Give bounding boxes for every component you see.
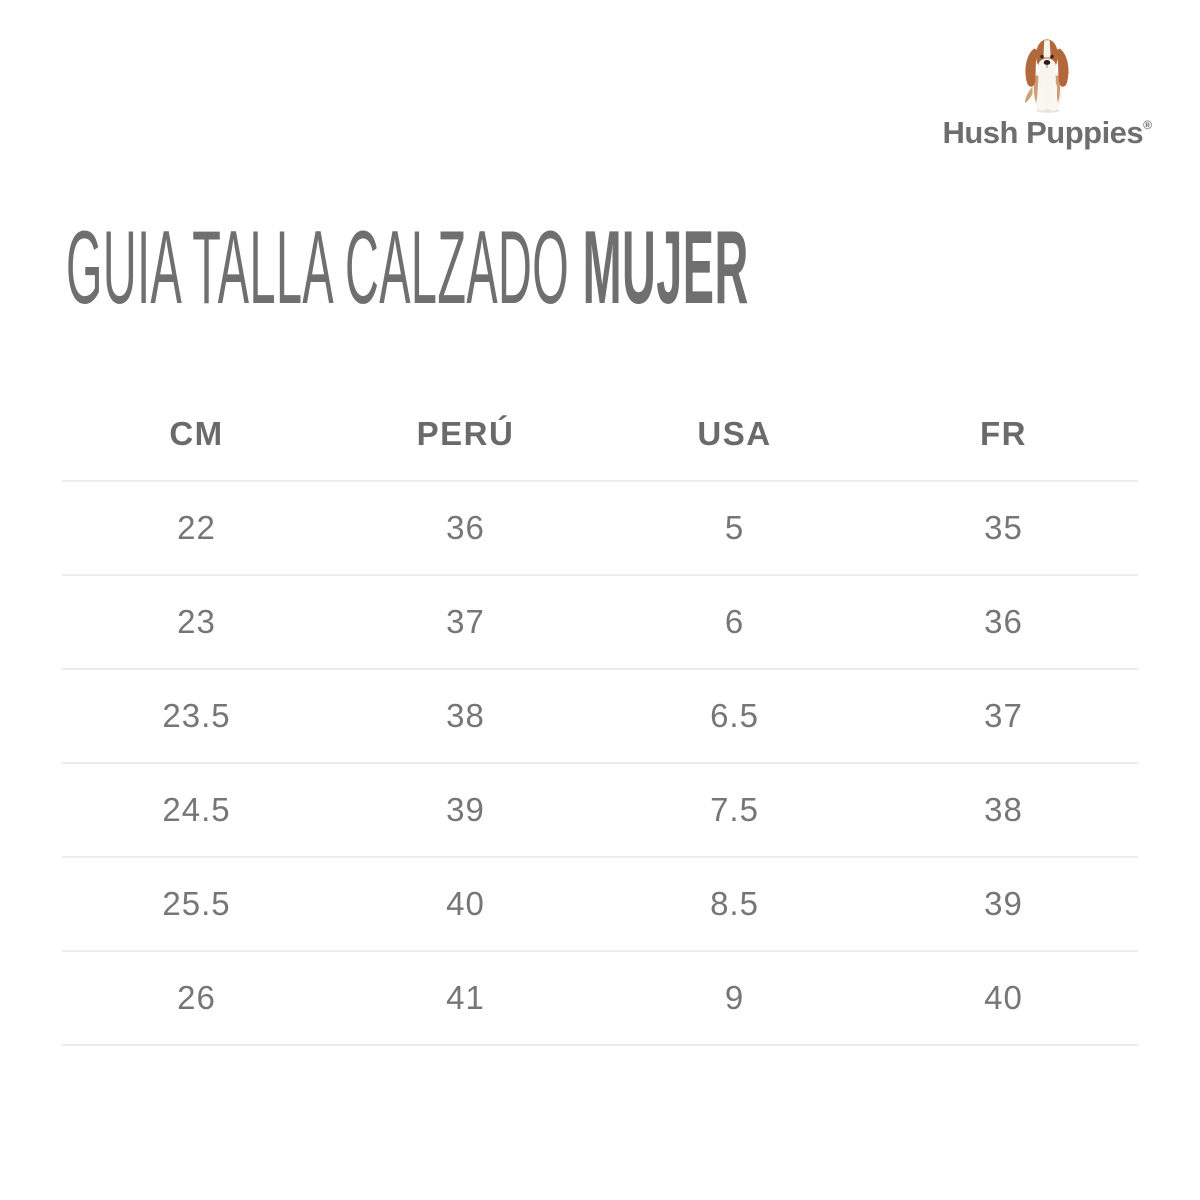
table-cell: 22: [177, 509, 216, 546]
table-cell: 38: [446, 697, 485, 734]
table-cell: 39: [446, 791, 485, 828]
brand-wordmark: Hush Puppies®: [932, 115, 1162, 151]
table-cell: 24.5: [162, 791, 231, 828]
column-header-peru: PERÚ: [416, 415, 515, 452]
table-cell: 6: [724, 603, 745, 640]
table-cell: 36: [984, 603, 1023, 640]
table-cell: 37: [446, 603, 485, 640]
table-cell: 41: [446, 979, 485, 1016]
table-cell: 5: [724, 509, 745, 546]
title-regular: GUIA TALLA CALZADO: [66, 210, 570, 326]
column-header-fr: FR: [980, 415, 1027, 452]
size-table-header-row: CM PERÚ USA FR: [62, 388, 1138, 482]
table-cell: 25.5: [162, 885, 231, 922]
size-table-body: 22 36 5 35 23 37 6 36 23.5 38 6.5 37 24.5 39 7.5 38 25.5…: [62, 482, 1138, 1046]
table-cell: 6.5: [710, 697, 759, 734]
table-cell: 23: [177, 603, 216, 640]
table-cell: 36: [446, 509, 485, 546]
table-cell: 35: [984, 509, 1023, 546]
table-cell: 37: [984, 697, 1023, 734]
table-row: 26 41 9 40: [62, 952, 1138, 1046]
table-cell: 40: [446, 885, 485, 922]
table-cell: 38: [984, 791, 1023, 828]
basset-hound-icon: [1024, 39, 1069, 113]
brand-logo: Hush Puppies®: [932, 30, 1162, 151]
table-cell: 9: [724, 979, 745, 1016]
column-header-cm: CM: [169, 415, 224, 452]
table-cell: 23.5: [162, 697, 231, 734]
table-cell: 39: [984, 885, 1023, 922]
table-row: 24.5 39 7.5 38: [62, 764, 1138, 858]
title-bold: MUJER: [582, 210, 749, 326]
registered-mark: ®: [1143, 118, 1152, 132]
table-cell: 7.5: [710, 791, 759, 828]
table-row: 23.5 38 6.5 37: [62, 670, 1138, 764]
page-title-text: GUIA TALLA CALZADO MUJER: [66, 216, 749, 320]
table-cell: 8.5: [710, 885, 759, 922]
table-row: 25.5 40 8.5 39: [62, 858, 1138, 952]
table-cell: 26: [177, 979, 216, 1016]
table-row: 22 36 5 35: [62, 482, 1138, 576]
column-header-usa: USA: [697, 415, 772, 452]
page-title: GUIA TALLA CALZADO MUJER: [66, 216, 1200, 320]
brand-name: Hush Puppies: [942, 115, 1144, 150]
table-row: 23 37 6 36: [62, 576, 1138, 670]
table-cell: 40: [984, 979, 1023, 1016]
size-table: CM PERÚ USA FR 22 36 5 35 23 37 6 36 23.5 38 6.5 37 24.…: [62, 388, 1138, 1046]
